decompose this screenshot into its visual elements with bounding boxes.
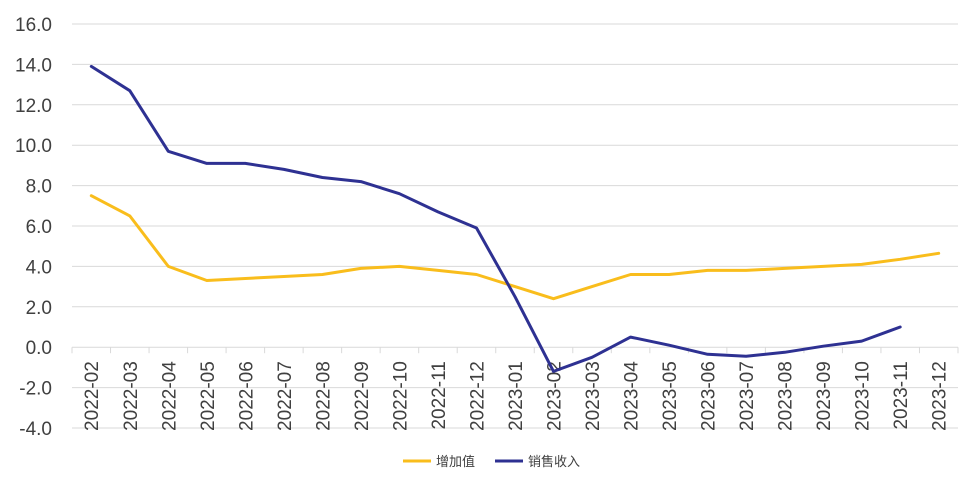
data-point	[706, 269, 709, 272]
y-tick-label: -4.0	[19, 419, 52, 440]
data-point	[822, 345, 825, 348]
x-tick-label: 2023-07	[737, 361, 758, 431]
x-tick-label: 2022-02	[82, 361, 103, 431]
y-tick-label: -2.0	[19, 379, 52, 400]
x-tick-label: 2022-12	[467, 361, 488, 431]
data-point	[90, 65, 93, 68]
x-tick-label: 2023-09	[814, 361, 835, 431]
data-point	[783, 351, 786, 354]
legend-label: 销售收入	[528, 454, 580, 470]
y-tick-label: 14.0	[15, 55, 52, 76]
x-tick-label: 2023-11	[891, 361, 912, 429]
data-point	[321, 176, 324, 179]
y-tick-label: 16.0	[15, 15, 52, 36]
data-point	[128, 89, 131, 92]
x-tick-label: 2023-02	[545, 361, 566, 431]
x-tick-label: 2022-09	[352, 361, 373, 431]
data-point	[514, 285, 517, 288]
x-tick-label: 2022-04	[159, 361, 180, 431]
x-tick-label: 2022-03	[121, 361, 142, 431]
data-point	[282, 168, 285, 171]
data-point	[398, 192, 401, 195]
series-2	[89, 64, 902, 373]
data-point	[745, 269, 748, 272]
data-point	[629, 336, 632, 339]
x-axis-labels: 2022-02 2022-03 2022-04 2022-05 2022-06 2022-…	[82, 361, 950, 431]
data-point	[90, 194, 93, 197]
data-point	[436, 210, 439, 213]
x-tick-label: 2022-11	[429, 361, 450, 429]
data-point	[205, 279, 208, 282]
data-point	[745, 355, 748, 358]
series-1	[89, 194, 941, 301]
data-point	[321, 273, 324, 276]
legend-item: 销售收入	[495, 454, 580, 470]
legend: 增加值 销售收入	[403, 454, 580, 470]
y-tick-label: 10.0	[15, 136, 52, 157]
data-point	[244, 162, 247, 165]
data-point	[244, 277, 247, 280]
x-tick-label: 2023-12	[930, 361, 951, 431]
x-axis-ticks	[71, 347, 959, 354]
x-tick-label: 2022-08	[313, 361, 334, 431]
data-point	[937, 252, 940, 255]
data-point	[475, 227, 478, 230]
legend-label: 增加值	[436, 454, 475, 470]
data-point	[552, 370, 555, 373]
x-tick-label: 2023-08	[776, 361, 797, 431]
data-point	[899, 258, 902, 261]
data-point	[128, 214, 131, 217]
data-point	[282, 275, 285, 278]
gridlines	[72, 23, 958, 429]
data-point	[822, 265, 825, 268]
data-point	[591, 356, 594, 359]
y-tick-label: 0.0	[26, 338, 52, 359]
data-point	[475, 273, 478, 276]
data-point	[668, 273, 671, 276]
x-tick-label: 2023-10	[853, 361, 874, 431]
y-tick-label: 4.0	[26, 257, 52, 278]
series-line	[89, 194, 941, 301]
data-point	[899, 326, 902, 329]
x-tick-label: 2022-06	[236, 361, 257, 431]
x-tick-label: 2023-05	[660, 361, 681, 431]
y-axis-labels: -4.0 -2.0 0.0 2.0 4.0 6.0 8.0 10.0 12.0 14.0 16.0	[15, 15, 52, 440]
series-line	[89, 64, 902, 373]
x-tick-label: 2022-10	[390, 361, 411, 431]
data-point	[167, 265, 170, 268]
data-point	[860, 340, 863, 343]
y-tick-label: 2.0	[26, 298, 52, 319]
data-point	[706, 353, 709, 356]
data-point	[167, 150, 170, 153]
data-point	[860, 263, 863, 266]
legend-item: 增加值	[403, 454, 475, 470]
data-point	[629, 273, 632, 276]
data-point	[668, 344, 671, 347]
x-tick-label: 2023-06	[699, 361, 720, 431]
y-tick-label: 12.0	[15, 96, 52, 117]
data-point	[398, 265, 401, 268]
x-tick-label: 2022-05	[198, 361, 219, 431]
data-point	[205, 162, 208, 165]
data-point	[359, 267, 362, 270]
x-tick-label: 2023-03	[583, 361, 604, 431]
x-tick-label: 2023-01	[506, 361, 527, 431]
data-point	[552, 297, 555, 300]
x-tick-label: 2022-07	[275, 361, 296, 431]
data-point	[591, 285, 594, 288]
data-point	[436, 269, 439, 272]
data-point	[359, 180, 362, 183]
y-tick-label: 6.0	[26, 217, 52, 238]
data-point	[783, 267, 786, 270]
y-tick-label: 8.0	[26, 177, 52, 198]
data-point	[514, 295, 517, 298]
x-tick-label: 2023-04	[622, 361, 643, 431]
